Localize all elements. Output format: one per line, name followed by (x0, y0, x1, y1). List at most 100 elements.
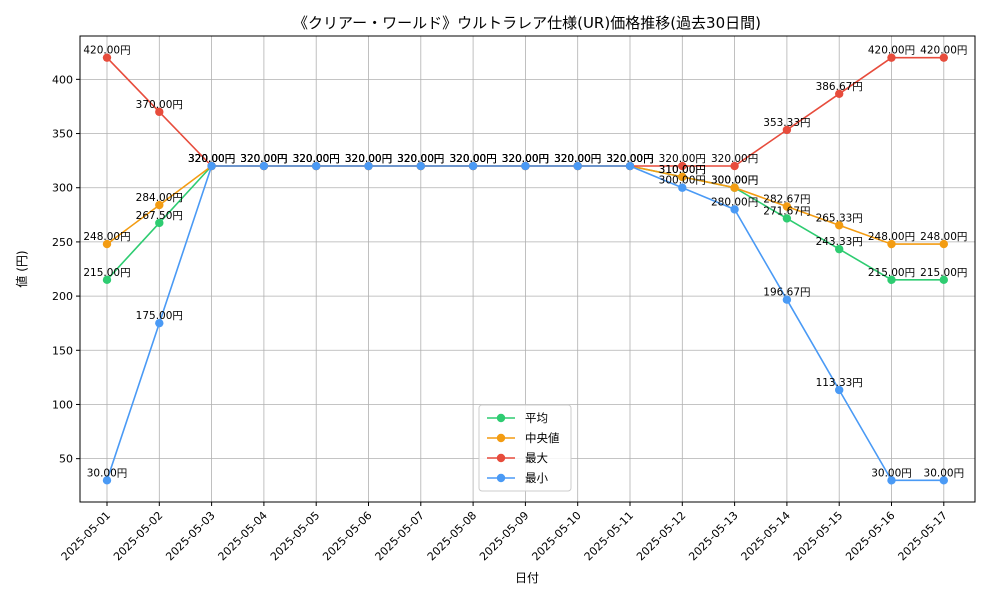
data-label: 215.00円 (920, 267, 967, 279)
data-label: 282.67円 (763, 194, 810, 206)
data-label: 320.00円 (345, 153, 392, 165)
y-axis: 50 100 150 200 250 300 350 400 (52, 73, 80, 466)
data-label: 248.00円 (920, 231, 967, 243)
grid (80, 36, 975, 502)
data-point (155, 218, 164, 228)
legend-label: 最小 (525, 471, 548, 485)
x-tick-label: 2025-05-02 (111, 509, 165, 563)
data-label: 310.00円 (659, 164, 706, 176)
x-tick-label: 2025-05-09 (477, 509, 531, 563)
data-point (887, 476, 896, 485)
data-label: 320.00円 (502, 153, 549, 165)
legend-marker (496, 473, 506, 483)
data-label: 320.00円 (240, 153, 287, 165)
x-tick-label: 2025-05-08 (425, 509, 479, 563)
data-point (364, 161, 373, 171)
data-point (102, 275, 112, 285)
x-axis: 2025-05-012025-05-022025-05-032025-05-04… (59, 502, 950, 563)
data-point (102, 476, 112, 485)
x-tick-label: 2025-05-05 (268, 509, 322, 563)
data-label: 320.00円 (240, 153, 287, 165)
data-label: 320.00円 (293, 153, 340, 165)
data-label: 320.00円 (554, 153, 601, 165)
x-tick-label: 2025-05-04 (216, 509, 270, 563)
data-label: 280.00円 (711, 196, 758, 208)
data-label: 320.00円 (397, 153, 444, 165)
chart-title: 《クリアー・ワールド》ウルトラレア仕様(UR)価格推移(過去30日間) (293, 14, 761, 32)
data-label: 300.00円 (711, 175, 758, 187)
data-point (625, 161, 635, 171)
data-point (835, 244, 844, 254)
data-point (730, 161, 739, 171)
data-label: 320.00円 (397, 153, 444, 165)
data-label: 320.00円 (554, 153, 601, 165)
data-point (155, 107, 164, 117)
data-point (939, 239, 948, 249)
data-point (939, 53, 948, 62)
data-label: 320.00円 (711, 153, 758, 165)
x-tick-label: 2025-05-14 (739, 509, 793, 563)
x-tick-label: 2025-05-01 (59, 509, 113, 563)
data-point (678, 172, 687, 182)
data-label: 320.00円 (606, 153, 653, 165)
legend-label: 最大 (525, 451, 548, 465)
plot-frame (79, 35, 976, 503)
data-label: 215.00円 (83, 267, 130, 279)
data-label: 267.50円 (136, 210, 183, 222)
data-label: 248.00円 (868, 231, 915, 243)
data-label: 320.00円 (345, 153, 392, 165)
data-label: 320.00円 (188, 153, 235, 165)
data-point (835, 89, 844, 98)
data-label: 175.00円 (136, 310, 183, 322)
data-label: 271.67円 (763, 205, 810, 217)
data-label: 420.00円 (83, 45, 130, 57)
x-tick-label: 2025-05-06 (320, 509, 374, 563)
data-point (678, 183, 687, 192)
y-tick-label: 100 (52, 398, 73, 411)
data-point (835, 221, 844, 230)
data-point (102, 239, 112, 249)
data-label: 320.00円 (345, 153, 392, 165)
data-label: 310.00円 (659, 164, 706, 176)
series-group (102, 53, 948, 485)
data-point (782, 125, 792, 135)
data-label: 320.00円 (397, 153, 444, 165)
data-point (678, 161, 687, 171)
data-label: 320.00円 (659, 153, 706, 165)
y-axis-label: 値 (円) (14, 250, 29, 287)
data-label: 300.00円 (659, 175, 706, 187)
data-label: 320.00円 (502, 153, 549, 165)
y-tick-label: 350 (52, 128, 73, 141)
data-point (259, 161, 269, 171)
data-label: 420.00円 (868, 45, 915, 57)
data-label: 320.00円 (502, 153, 549, 165)
data-label: 30.00円 (87, 467, 128, 479)
data-point (102, 53, 112, 62)
data-point (207, 161, 216, 171)
data-label: 30.00円 (924, 467, 965, 479)
data-label: 215.00円 (868, 267, 915, 279)
data-point (939, 275, 948, 285)
data-point (730, 205, 739, 214)
data-point (835, 385, 844, 395)
x-tick-label: 2025-05-15 (791, 509, 845, 563)
data-label: 243.33円 (816, 236, 863, 248)
data-label: 420.00円 (920, 45, 967, 57)
y-tick-label: 50 (59, 453, 73, 466)
x-tick-label: 2025-05-17 (896, 509, 950, 563)
data-label: 320.00円 (554, 153, 601, 165)
data-label: 30.00円 (871, 467, 912, 479)
data-point (416, 161, 425, 171)
data-label: 113.33円 (816, 377, 863, 389)
legend-marker (496, 453, 506, 463)
data-point (730, 183, 739, 192)
data-label: 320.00円 (606, 153, 653, 165)
x-tick-label: 2025-05-16 (843, 509, 897, 563)
data-label: 320.00円 (502, 153, 549, 165)
data-point (782, 295, 792, 304)
data-point (155, 318, 164, 328)
x-tick-label: 2025-05-11 (582, 509, 636, 563)
data-label: 320.00円 (397, 153, 444, 165)
